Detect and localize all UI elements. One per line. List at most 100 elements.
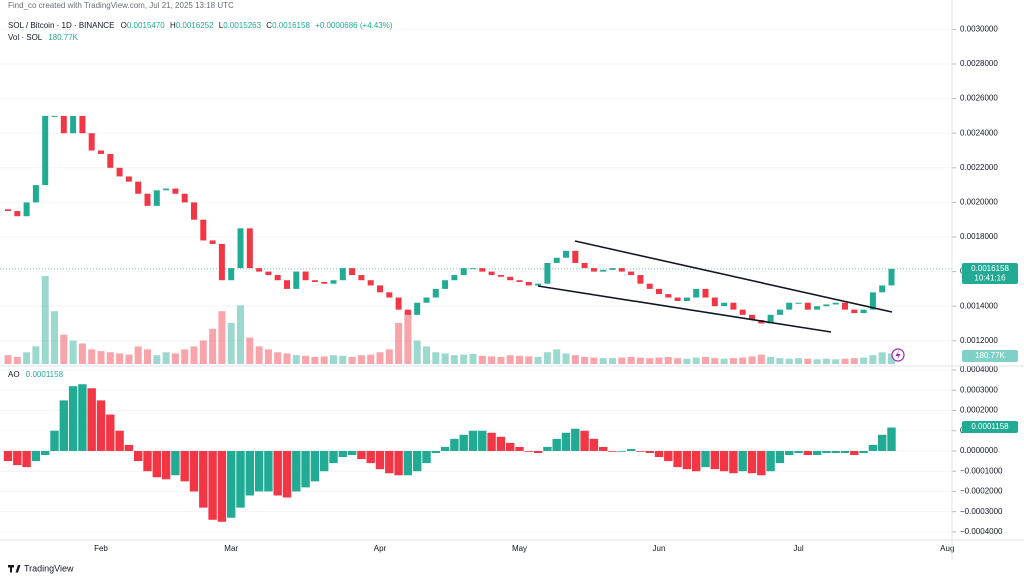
- candle-body: [869, 292, 876, 310]
- volume-bar: [525, 356, 533, 364]
- ao-bar: [859, 450, 868, 453]
- ao-bar: [719, 450, 729, 472]
- volume-bar: [636, 357, 644, 364]
- volume-bar: [888, 353, 895, 364]
- ao-bar: [87, 388, 96, 451]
- ao-bar: [3, 450, 13, 462]
- ao-bar: [701, 450, 710, 468]
- candle-body: [851, 309, 858, 314]
- candle-body: [646, 283, 653, 289]
- candle-body: [795, 302, 802, 304]
- price-badge: [962, 263, 1018, 284]
- plot-layer: 0.00120000.00140000.00160000.00180000.00…: [0, 25, 1003, 553]
- candle-body: [116, 167, 123, 177]
- badges: 0.0016158 10:41:16 180.77K 0.0001158: [962, 263, 1018, 433]
- candle-body: [218, 243, 225, 281]
- ao-bar: [385, 450, 394, 474]
- x-tick-label: Jul: [793, 544, 803, 553]
- candle-body: [516, 280, 523, 282]
- y-tick-label: 0.0024000: [960, 128, 998, 137]
- y-tick-label: 0.0000000: [960, 446, 998, 455]
- candle-body: [665, 294, 672, 298]
- volume-bar: [162, 352, 170, 364]
- volume-bar: [516, 355, 523, 364]
- volume-bar: [646, 358, 654, 364]
- ao-bar: [161, 450, 171, 480]
- ao-bar: [599, 446, 608, 451]
- volume-bar: [209, 328, 217, 364]
- volume-bar: [776, 358, 784, 364]
- alert-bolt: [895, 350, 901, 360]
- candle-body: [432, 288, 439, 298]
- candle-body: [544, 262, 551, 284]
- volume-badge-value: 180.77K: [975, 351, 1005, 360]
- ao-bar: [115, 430, 124, 451]
- volume-bar: [237, 305, 244, 364]
- ao-bar: [124, 444, 134, 451]
- ao-bar: [366, 450, 375, 464]
- candle-body: [693, 288, 700, 298]
- ao-bar: [78, 384, 87, 451]
- volume-legend: Vol · SOL 180.77K: [8, 33, 79, 42]
- volume-bar: [88, 349, 96, 364]
- candle-body: [442, 280, 449, 289]
- ao-bar: [645, 450, 654, 453]
- footer-brand: TradingView: [24, 563, 74, 573]
- y-tick-label: 0.0002000: [960, 406, 998, 415]
- volume-bar: [804, 358, 812, 364]
- candle-body: [879, 285, 886, 293]
- ao-bar: [840, 450, 850, 453]
- ao-bar: [533, 450, 543, 453]
- ao-bar: [496, 436, 506, 451]
- volume-bar: [590, 357, 598, 364]
- x-tick-label: May: [512, 544, 527, 553]
- volume-bar: [69, 340, 77, 364]
- candle-body: [414, 302, 421, 315]
- volume-bar: [274, 352, 282, 364]
- volume-bar: [553, 349, 561, 364]
- candle-body: [163, 188, 170, 191]
- ohlc-value: 0.0016252: [176, 21, 214, 30]
- volume-bar: [106, 352, 114, 364]
- volume-bar: [292, 355, 300, 364]
- volume-bar: [302, 355, 310, 364]
- candle-body: [284, 280, 290, 289]
- ao-bar: [450, 438, 459, 451]
- volume-bar: [330, 355, 337, 364]
- ao-bar: [794, 450, 803, 453]
- volume-bar: [664, 356, 672, 364]
- candle-body: [14, 211, 21, 217]
- change: +0.0000686 (+4.43%): [315, 21, 393, 30]
- candle-body: [842, 302, 848, 310]
- volume-bar: [832, 359, 840, 364]
- y-tick-label: 0.0003000: [960, 385, 998, 394]
- candle-body: [572, 250, 579, 263]
- volume-bar: [618, 357, 626, 364]
- volume-bar: [674, 358, 682, 364]
- volume-bar: [13, 356, 21, 364]
- candle-body: [814, 306, 821, 310]
- candle-body: [497, 275, 504, 277]
- candle-body: [656, 288, 662, 295]
- ao-bar: [227, 450, 236, 518]
- ao-bar: [580, 430, 589, 451]
- volume-bar: [199, 340, 207, 364]
- ao-bar: [431, 450, 440, 453]
- ohlc-label: H: [170, 21, 176, 30]
- candle-body: [125, 176, 132, 182]
- candle-body: [888, 268, 895, 286]
- candle-body: [265, 271, 272, 276]
- ao-bar: [878, 434, 887, 451]
- ohlc-value: 0.0016158: [272, 21, 310, 30]
- ao-bar: [757, 450, 766, 476]
- volume-bar: [478, 355, 486, 364]
- candle-body: [60, 115, 67, 134]
- volume-bar: [739, 357, 747, 364]
- volume-bar: [599, 358, 607, 364]
- trendline-lower: [537, 285, 832, 333]
- candle-body: [563, 250, 569, 258]
- volume-bar: [627, 356, 635, 364]
- candle-body: [293, 271, 300, 289]
- volume-bar: [450, 355, 458, 364]
- ao-bar: [310, 450, 320, 482]
